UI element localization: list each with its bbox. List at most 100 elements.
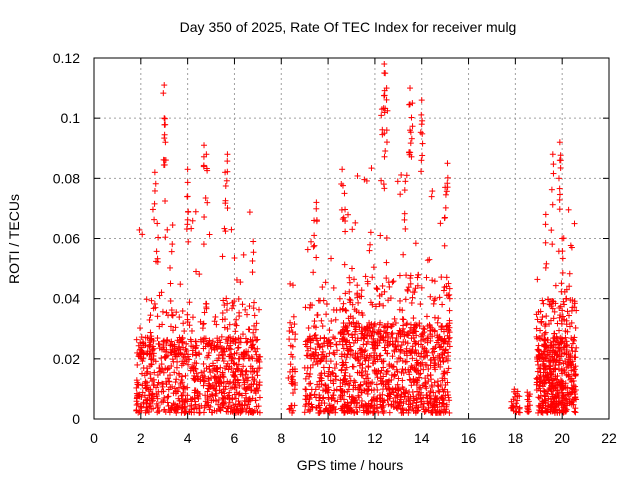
data-point (369, 274, 376, 281)
data-point (364, 390, 371, 397)
data-point (541, 387, 548, 394)
data-point (306, 400, 313, 407)
data-point (323, 311, 330, 318)
data-point (394, 178, 401, 185)
data-point (140, 399, 147, 406)
data-point (556, 206, 563, 213)
data-point (255, 356, 262, 363)
data-point (134, 400, 141, 407)
data-point (151, 216, 158, 223)
data-point (303, 386, 310, 393)
data-point (214, 357, 221, 364)
data-point (301, 364, 308, 371)
data-point (138, 394, 145, 401)
data-point (192, 338, 199, 345)
data-point (193, 268, 200, 275)
data-point (195, 350, 202, 357)
x-tick-label: 10 (320, 430, 336, 446)
data-point (360, 341, 367, 348)
data-point (412, 240, 419, 247)
data-point (351, 276, 358, 283)
data-point (182, 346, 189, 353)
data-point (227, 408, 234, 415)
data-point (444, 369, 451, 376)
data-point (364, 371, 371, 378)
data-point (549, 151, 556, 158)
data-point (403, 358, 410, 365)
data-point (250, 249, 257, 256)
data-point (160, 338, 167, 345)
data-point (248, 353, 255, 360)
data-point (379, 282, 386, 289)
data-point (359, 361, 366, 368)
data-point (380, 181, 387, 188)
data-point (188, 406, 195, 413)
data-point (239, 331, 246, 338)
data-point (342, 228, 349, 235)
data-point (156, 323, 163, 330)
data-point (184, 193, 191, 200)
data-point (170, 400, 177, 407)
data-point (186, 299, 193, 306)
data-point (309, 404, 316, 411)
data-point (542, 264, 549, 271)
data-point (444, 160, 451, 167)
data-point (418, 157, 425, 164)
data-point (233, 322, 240, 329)
data-point (228, 226, 235, 233)
data-point (230, 335, 237, 342)
data-point (242, 306, 249, 313)
x-tick-label: 12 (367, 430, 383, 446)
data-point (133, 384, 140, 391)
data-point (208, 345, 215, 352)
data-point (361, 176, 368, 183)
data-point (292, 331, 299, 338)
data-point (227, 385, 234, 392)
data-point (223, 295, 230, 302)
data-point (563, 295, 570, 302)
data-point (200, 382, 207, 389)
data-point (331, 365, 338, 372)
data-point (148, 391, 155, 398)
data-point (233, 349, 240, 356)
data-point (221, 324, 228, 331)
data-point (151, 369, 158, 376)
data-point (308, 238, 315, 245)
data-point (169, 356, 176, 363)
data-point (142, 409, 149, 416)
data-point (154, 220, 161, 227)
data-point (444, 174, 451, 181)
data-point (548, 227, 555, 234)
data-point (320, 348, 327, 355)
data-point (180, 389, 187, 396)
x-axis-title: GPS time / hours (297, 457, 404, 473)
data-point (144, 348, 151, 355)
data-point (374, 386, 381, 393)
data-point (251, 368, 258, 375)
data-point (419, 140, 426, 147)
data-point (572, 354, 579, 361)
data-point (309, 361, 316, 368)
data-point (322, 381, 329, 388)
data-point (370, 264, 377, 271)
data-point (137, 339, 144, 346)
data-point (159, 366, 166, 373)
data-point (534, 368, 541, 375)
data-point (210, 367, 217, 374)
data-point (343, 307, 350, 314)
data-point (446, 307, 453, 314)
data-point (187, 336, 194, 343)
data-point (173, 309, 180, 316)
data-point (215, 401, 222, 408)
data-point (222, 383, 229, 390)
data-point (169, 222, 176, 229)
data-point (573, 344, 580, 351)
data-point (394, 381, 401, 388)
data-point (191, 377, 198, 384)
data-point (403, 272, 410, 279)
data-point (185, 238, 192, 245)
y-tick-labels: 0 0.02 0.04 0.06 0.08 0.1 0.12 (53, 50, 80, 427)
data-point (312, 346, 319, 353)
data-point (217, 339, 224, 346)
data-point (183, 226, 190, 233)
